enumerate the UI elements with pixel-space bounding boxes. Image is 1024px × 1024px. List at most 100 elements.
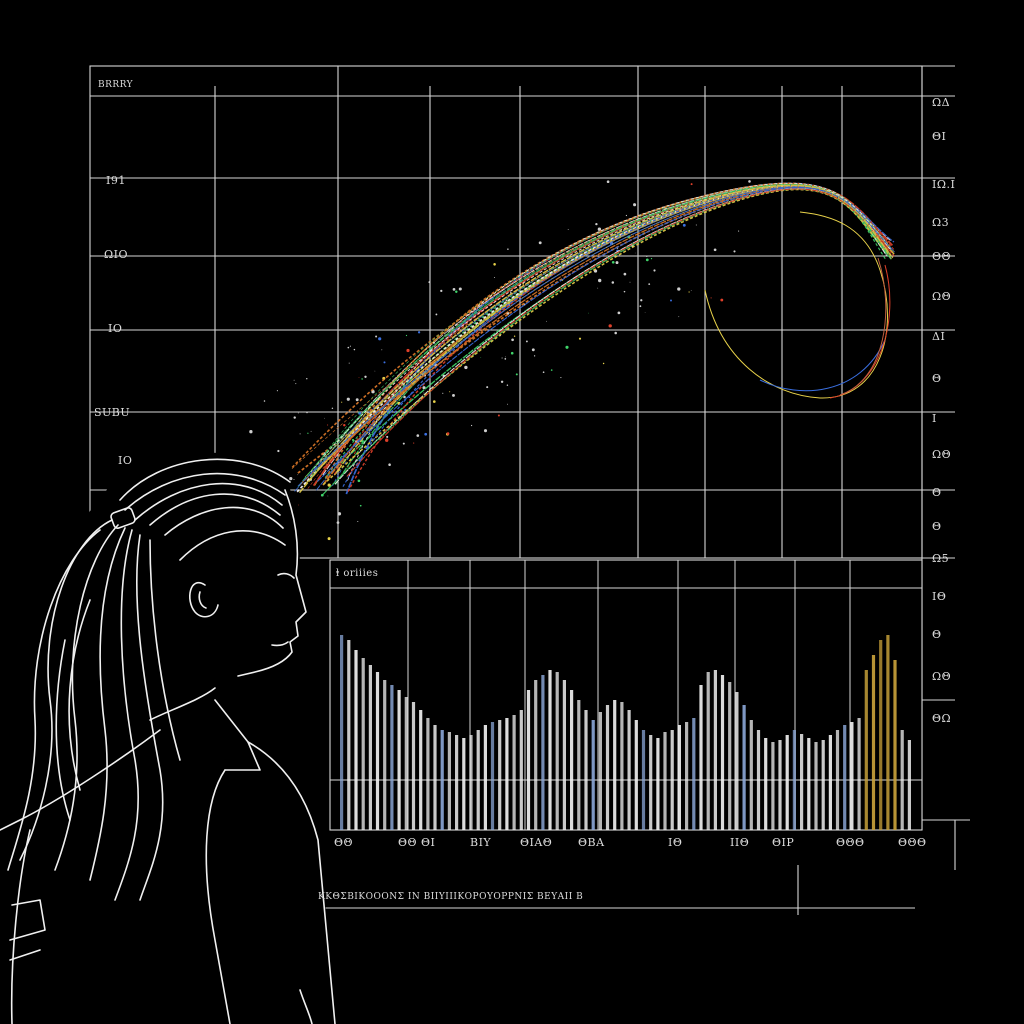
inset-bar bbox=[792, 730, 796, 830]
inset-chart-title: ⱡ oriiies bbox=[336, 568, 379, 579]
trail-line bbox=[310, 184, 893, 473]
inset-bar bbox=[411, 702, 416, 830]
particle bbox=[297, 474, 299, 476]
right-label: ΔΙ bbox=[932, 330, 946, 343]
trail-line bbox=[333, 184, 895, 475]
inset-bar bbox=[361, 658, 365, 830]
inset-bar bbox=[756, 730, 761, 830]
particle bbox=[471, 424, 473, 427]
trail-line bbox=[322, 188, 890, 486]
particle bbox=[306, 378, 308, 380]
particle bbox=[504, 358, 507, 360]
trail-line bbox=[334, 187, 891, 485]
particle bbox=[446, 432, 450, 435]
inset-bar bbox=[375, 672, 380, 830]
trail-curves bbox=[291, 182, 895, 496]
girl-figure bbox=[0, 452, 336, 1024]
particle bbox=[497, 414, 500, 417]
inset-bar bbox=[893, 660, 897, 830]
loop-arc bbox=[704, 211, 891, 399]
particle bbox=[327, 483, 331, 487]
inset-bar bbox=[742, 705, 746, 830]
particle bbox=[623, 272, 627, 276]
particle bbox=[277, 449, 280, 453]
particle bbox=[713, 248, 717, 252]
left-label-5: ΙΟ bbox=[118, 454, 133, 467]
caption-text: ΚΚΘΣΒΙΚΟΟΟΝΣ ΙΝ ΒΙΙΥΙΙΙΚΟΡΟΥΟΡΡΝΙΣ ΒΕΥΑΙ… bbox=[318, 892, 584, 902]
inset-bar bbox=[613, 700, 617, 830]
inset-bar bbox=[562, 680, 566, 830]
particle bbox=[289, 477, 293, 481]
particle bbox=[374, 370, 376, 372]
trail-line bbox=[294, 184, 887, 492]
particle bbox=[648, 283, 651, 285]
particle bbox=[357, 479, 361, 483]
particle bbox=[611, 281, 615, 284]
particle bbox=[506, 384, 509, 386]
particle bbox=[449, 391, 451, 393]
particle bbox=[611, 260, 615, 264]
inset-bar bbox=[340, 635, 344, 830]
particle bbox=[348, 362, 350, 364]
inset-bar bbox=[548, 670, 552, 830]
particle bbox=[417, 331, 421, 334]
particle bbox=[337, 425, 339, 428]
inset-bar bbox=[605, 705, 610, 830]
particle bbox=[386, 435, 389, 438]
inset-bar bbox=[368, 665, 372, 830]
inset-bottom-label: ΒΙΥ bbox=[470, 836, 492, 849]
inset-bar bbox=[879, 640, 883, 830]
trail-line bbox=[298, 186, 888, 486]
inset-bar bbox=[857, 718, 861, 830]
particle bbox=[546, 320, 547, 322]
particle bbox=[347, 346, 350, 349]
inset-bar bbox=[390, 685, 394, 830]
particle bbox=[402, 442, 405, 445]
particle bbox=[748, 180, 751, 183]
inset-bottom-label: ΙΙΘ bbox=[730, 836, 750, 849]
inset-bar bbox=[462, 738, 466, 830]
particle bbox=[678, 316, 680, 318]
inset-bar bbox=[692, 718, 696, 830]
particle bbox=[513, 335, 516, 337]
left-label-1: Ι91 bbox=[106, 174, 126, 187]
particle bbox=[606, 180, 610, 184]
trail-line bbox=[303, 185, 888, 486]
right-label: ΙΘ bbox=[932, 590, 947, 603]
particle bbox=[501, 357, 503, 359]
inset-bar bbox=[627, 710, 631, 830]
particle bbox=[500, 380, 504, 384]
particle bbox=[364, 375, 367, 378]
right-label: Θ bbox=[932, 520, 942, 533]
inset-bar bbox=[749, 720, 753, 830]
particle bbox=[406, 348, 410, 353]
right-label: Θ bbox=[932, 486, 942, 499]
inset-bar bbox=[570, 690, 574, 830]
particle bbox=[533, 355, 536, 357]
inset-bar bbox=[505, 718, 509, 830]
trail-line bbox=[319, 183, 889, 467]
trail-line bbox=[314, 183, 892, 486]
particle bbox=[602, 362, 605, 365]
particle bbox=[385, 438, 389, 442]
particle bbox=[365, 464, 366, 465]
inset-bar bbox=[835, 730, 840, 830]
particle bbox=[442, 392, 444, 394]
particle bbox=[597, 227, 602, 231]
inset-bar bbox=[347, 640, 351, 830]
particle bbox=[720, 298, 724, 302]
inset-bottom-label: ΘΙΑΘ bbox=[520, 836, 553, 849]
right-label: ΩΘ bbox=[932, 290, 952, 303]
inset-bar bbox=[670, 730, 674, 830]
particle bbox=[327, 424, 329, 426]
particle bbox=[353, 348, 356, 351]
particle bbox=[505, 299, 508, 302]
trail-line bbox=[296, 185, 893, 493]
inset-bar bbox=[534, 680, 538, 830]
inset-bar bbox=[764, 738, 768, 830]
inset-bottom-label: ΘΘ bbox=[334, 836, 354, 849]
inset-bar bbox=[577, 700, 581, 830]
particle bbox=[550, 369, 553, 371]
inset-bar bbox=[555, 672, 559, 830]
trail-line bbox=[298, 184, 892, 494]
